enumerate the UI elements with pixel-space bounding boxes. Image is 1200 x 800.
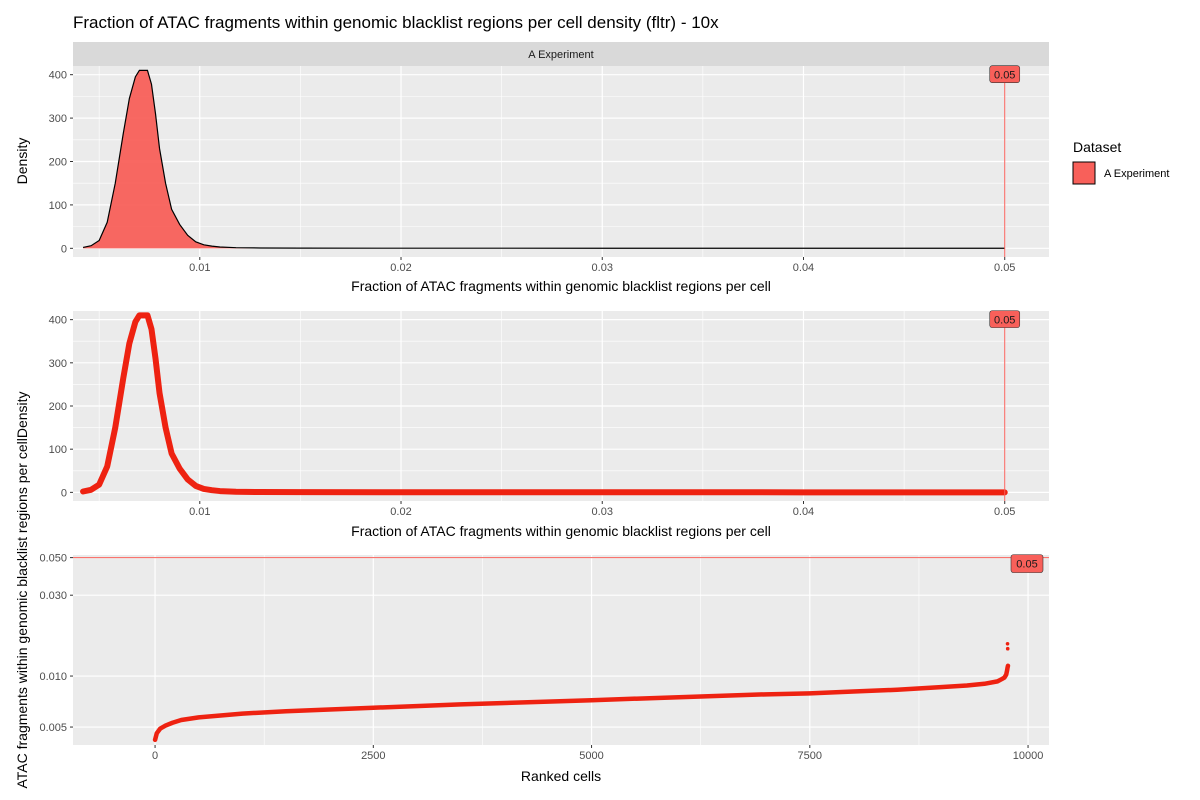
panel1-x-tick-label: 0.03 xyxy=(592,262,613,274)
panel3-x-tick-label: 2500 xyxy=(361,750,385,762)
legend-label: A Experiment xyxy=(1104,168,1169,180)
panel3-y-tick-label: 0.010 xyxy=(39,671,67,683)
panel3-threshold-label: 0.05 xyxy=(1016,559,1037,571)
panel1-marks: 0.05 xyxy=(82,65,1021,257)
panel2-y-tick-label: 400 xyxy=(49,315,67,327)
panel1-y-tick-label: 100 xyxy=(49,200,67,212)
panel2-x-tick-label: 0.04 xyxy=(793,506,814,518)
panel3-threshold-label-box xyxy=(1010,554,1044,573)
panel2-y-tick-label: 100 xyxy=(49,444,67,456)
panel3-outlier-point xyxy=(1005,646,1010,651)
panel1-y-tick-label: 400 xyxy=(49,70,67,82)
legend-title: Dataset xyxy=(1073,139,1121,155)
panel-density-filled: A Experiment 0.05 0.01 0.02 0.03 0.04 0.05 0 1… xyxy=(14,42,1049,294)
panel1-strip xyxy=(73,42,1049,66)
panel2-y-tick-label: 300 xyxy=(49,358,67,370)
panel1-strip-label: A Experiment xyxy=(528,49,593,61)
panel2-threshold-label: 0.05 xyxy=(994,315,1015,327)
panel-ranked: 0.05 0 2500 5000 7500 10000 0.005 0.010 0.030 0.… xyxy=(39,553,1049,784)
panel2-threshold-label-box xyxy=(989,310,1021,328)
panel1-y-tick-label: 200 xyxy=(49,157,67,169)
panel1-x-tick-label: 0.01 xyxy=(189,262,210,274)
panel2-marks: 0.05 xyxy=(80,310,1021,501)
panel1-x-tick-label: 0.02 xyxy=(390,262,411,274)
panel2-x-tick-label: 0.03 xyxy=(592,506,613,518)
panel2-x-tick-label: 0.02 xyxy=(390,506,411,518)
panel3-ranked-points xyxy=(152,663,1011,743)
panel1-ticks: 0.01 0.02 0.03 0.04 0.05 0 100 200 300 400 xyxy=(49,70,1016,274)
panel2-x-axis-title: Fraction of ATAC fragments within genomi… xyxy=(351,523,771,539)
legend-key xyxy=(1072,161,1096,185)
legend: Dataset A Experiment xyxy=(1072,139,1169,185)
panel1-threshold-label-box xyxy=(989,65,1021,83)
panel1-density-outline xyxy=(82,69,1005,249)
panel3-ticks: 0 2500 5000 7500 10000 0.005 0.010 0.030 0.050 xyxy=(39,553,1043,762)
panel2-density-points-line xyxy=(80,312,1008,496)
panel2-y-tick-label: 200 xyxy=(49,401,67,413)
panel1-y-tick-label: 300 xyxy=(49,113,67,125)
panel3-y-tick-label: 0.050 xyxy=(39,553,67,565)
panel3-x-tick-label: 10000 xyxy=(1013,750,1044,762)
panel3-marks: 0.05 xyxy=(73,554,1049,743)
panel3-x-tick-label: 5000 xyxy=(579,750,603,762)
panel3-y-tick-label: 0.030 xyxy=(39,590,67,602)
panel3-x-axis-title: Ranked cells xyxy=(521,768,601,784)
panel3-y-tick-label: 0.005 xyxy=(39,722,67,734)
panel2-y-tick-label: 0 xyxy=(61,487,67,499)
panel1-x-tick-label: 0.05 xyxy=(994,262,1015,274)
shared-y-axis-title: ATAC fragments within genomic blacklist … xyxy=(14,391,30,788)
panel-density-points: 0.05 0.01 0.02 0.03 0.04 0.05 0 100 200 300 400 F… xyxy=(49,310,1049,539)
panel2-x-tick-label: 0.01 xyxy=(189,506,210,518)
panel3-x-tick-label: 0 xyxy=(152,750,158,762)
panel2-ticks: 0.01 0.02 0.03 0.04 0.05 0 100 200 300 400 xyxy=(49,315,1016,518)
panel1-y-axis-title: Density xyxy=(14,138,30,185)
chart-title: Fraction of ATAC fragments within genomi… xyxy=(73,13,719,32)
panel3-x-tick-label: 7500 xyxy=(798,750,822,762)
panel1-density-area xyxy=(83,70,1005,249)
panel2-x-tick-label: 0.05 xyxy=(994,506,1015,518)
panel1-x-tick-label: 0.04 xyxy=(793,262,814,274)
panel1-y-tick-label: 0 xyxy=(61,243,67,255)
panel1-threshold-label: 0.05 xyxy=(994,70,1015,82)
panel3-outlier-point xyxy=(1005,641,1010,646)
panel1-x-axis-title: Fraction of ATAC fragments within genomi… xyxy=(351,278,771,294)
